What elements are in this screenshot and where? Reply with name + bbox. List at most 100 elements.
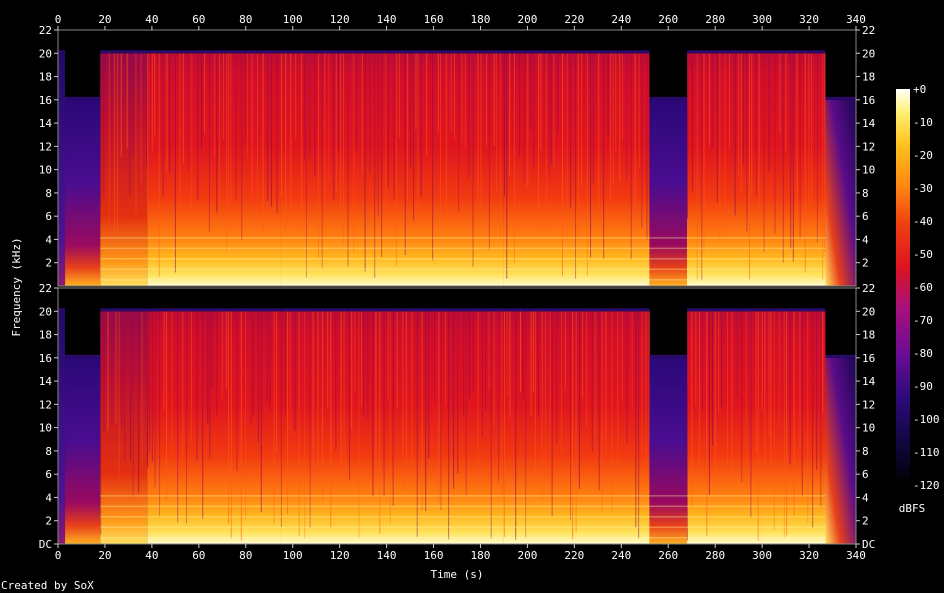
spectrum-streak xyxy=(575,311,577,532)
spectrum-streak xyxy=(540,53,542,151)
spectrum-streak xyxy=(485,53,487,147)
spectrum-streak xyxy=(115,311,117,425)
spectrum-streak xyxy=(204,53,206,134)
y-tick-label: 10 xyxy=(39,164,52,177)
spectrum-streak xyxy=(322,311,324,501)
spectrum-streak xyxy=(561,311,563,454)
spectrum-streak xyxy=(626,311,628,443)
spectrum-streak xyxy=(385,53,387,224)
spectrum-segment xyxy=(825,99,856,287)
spectrum-streak xyxy=(141,311,143,469)
colorbar: +0 -10 -20 -30 -40 -50 -60 -70 -80 -90 -100 -110 -12… xyxy=(896,83,940,492)
spectrum-streak xyxy=(207,311,209,424)
spectrum-segment xyxy=(65,99,101,287)
cutoff-edge xyxy=(100,50,148,54)
spectrum-streak xyxy=(472,311,474,392)
spectrum-streak xyxy=(506,53,508,279)
spectrum-streak xyxy=(801,311,803,496)
spectrum-streak xyxy=(280,53,282,198)
spectrum-streak xyxy=(182,53,184,164)
spectrum-streak xyxy=(498,311,500,482)
spectrum-streak xyxy=(768,311,770,436)
spectrum-streak xyxy=(615,53,617,153)
spectrum-streak xyxy=(701,53,703,281)
spectrum-streak xyxy=(162,53,164,198)
cutoff-edge xyxy=(825,354,856,358)
spectrum-streak xyxy=(260,311,262,513)
spectrum-streak xyxy=(718,311,720,413)
spectrum-streak xyxy=(468,53,470,179)
spectrum-streak xyxy=(783,311,785,538)
colorbar-gradient xyxy=(896,89,910,485)
x-tick-label: 180 xyxy=(471,549,491,562)
spectrum-streak xyxy=(480,53,482,225)
y-tick-label: 20 xyxy=(39,47,52,60)
x-tick-label: 40 xyxy=(145,549,158,562)
spectrum-streak xyxy=(324,53,326,205)
spectrum-streak xyxy=(746,53,748,232)
spectrum-streak xyxy=(703,53,705,251)
harmonic-band xyxy=(100,237,826,239)
y-tick-label: 18 xyxy=(862,329,875,342)
spectrum-streak xyxy=(530,311,532,416)
y-axis-label: Frequency (kHz) xyxy=(10,237,23,336)
spectrum-streak xyxy=(577,53,579,234)
y-tick-label: 22 xyxy=(862,282,875,295)
y-tick-label: 22 xyxy=(39,282,52,295)
spectrum-streak xyxy=(520,311,522,393)
spectrum-streak xyxy=(488,53,490,250)
spectrum-streak xyxy=(364,53,366,272)
spectrum-streak xyxy=(799,53,801,239)
spectrum-streak xyxy=(630,53,632,260)
cutoff-edge xyxy=(147,308,281,312)
spectrum-streak xyxy=(453,311,455,489)
spectrum-streak xyxy=(417,53,419,226)
spectrum-streak xyxy=(218,53,220,206)
x-tick-label: 220 xyxy=(564,549,584,562)
spectrum-streak xyxy=(257,311,259,442)
spectrum-streak xyxy=(738,53,740,176)
spectrum-streak xyxy=(619,53,621,183)
spectrum-streak xyxy=(120,53,122,158)
x-tick-label: 320 xyxy=(799,549,819,562)
spectrum-streak xyxy=(433,311,435,401)
spectrum-streak xyxy=(582,311,584,399)
spectrum-streak xyxy=(413,53,415,221)
spectrum-streak xyxy=(318,53,320,258)
spectrum-streak xyxy=(719,53,721,243)
spectrum-streak xyxy=(538,53,540,228)
spectrum-streak xyxy=(621,53,623,141)
y-tick-label: 22 xyxy=(862,24,875,37)
spectrum-streak xyxy=(645,311,647,478)
spectrum-streak xyxy=(406,53,408,202)
x-tick-label: 240 xyxy=(611,549,631,562)
spectrum-streak xyxy=(267,53,269,201)
spectrum-streak xyxy=(789,311,791,465)
spectrum-streak xyxy=(111,311,113,426)
spectrum-streak xyxy=(398,53,400,138)
spectrum-streak xyxy=(607,53,609,137)
spectrum-streak xyxy=(808,53,810,226)
spectrum-streak xyxy=(138,311,140,493)
spectrum-streak xyxy=(792,53,794,262)
x-tick-label: 300 xyxy=(752,13,772,26)
spectrum-streak xyxy=(816,53,818,243)
spectrum-streak xyxy=(773,311,775,531)
spectrum-streak xyxy=(208,53,210,232)
spectrum-streak xyxy=(601,311,603,512)
y-tick-label: 16 xyxy=(862,352,875,365)
cutoff-edge xyxy=(825,96,856,100)
spectrum-streak xyxy=(711,53,713,149)
spectrum-streak xyxy=(570,311,572,521)
spectrum-streak xyxy=(572,311,574,540)
spectrum-streak xyxy=(240,311,242,541)
spectrum-streak xyxy=(716,53,718,203)
spectrum-streak xyxy=(280,311,282,528)
x-tick-label: 20 xyxy=(98,549,111,562)
spectrum-streak xyxy=(363,311,365,417)
spectrum-streak xyxy=(750,311,752,518)
spectrum-streak xyxy=(327,311,329,409)
spectrum-streak xyxy=(527,53,529,189)
spectrum-streak xyxy=(266,311,268,403)
spectrum-streak xyxy=(374,53,376,278)
